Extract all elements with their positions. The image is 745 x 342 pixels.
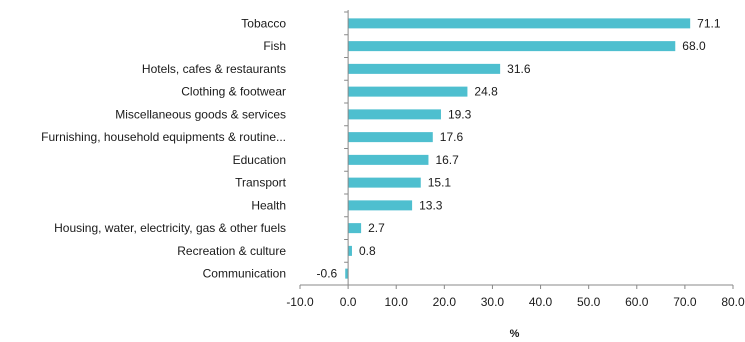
bar xyxy=(348,41,676,52)
bar xyxy=(345,268,349,279)
tick-labels-group: -10.0 0.0 10.0 20.0 30.0 40.0 50.0 60.0 70.0 80.0 xyxy=(286,295,745,309)
x-tick-label: 60.0 xyxy=(625,295,649,309)
category-label: Furnishing, household equipments & routi… xyxy=(41,130,286,144)
category-label: Tobacco xyxy=(241,16,286,30)
x-tick-label: 70.0 xyxy=(673,295,697,309)
bars-group xyxy=(345,18,691,279)
x-tick-label: 80.0 xyxy=(721,295,745,309)
category-label: Housing, water, electricity, gas & other… xyxy=(54,221,286,235)
category-label: Fish xyxy=(263,39,286,53)
x-tick-label: -10.0 xyxy=(286,295,314,309)
data-label: 15.1 xyxy=(428,176,452,190)
category-label: Clothing & footwear xyxy=(181,85,286,99)
category-label: Transport xyxy=(235,176,287,190)
category-label: Miscellaneous goods & services xyxy=(115,107,286,121)
category-label: Recreation & culture xyxy=(177,244,286,258)
data-label: 13.3 xyxy=(419,198,443,212)
x-tick-label: 0.0 xyxy=(340,295,357,309)
data-label: 71.1 xyxy=(697,16,721,30)
bar xyxy=(348,109,441,120)
bar xyxy=(348,86,468,97)
category-labels-group: Tobacco Fish Hotels, cafes & restaurants Cl… xyxy=(41,16,286,280)
category-label: Communication xyxy=(203,267,286,281)
x-tick-label: 20.0 xyxy=(433,295,457,309)
bar xyxy=(348,200,413,211)
data-label: 31.6 xyxy=(507,62,531,76)
x-tick-label: 10.0 xyxy=(385,295,409,309)
category-label: Health xyxy=(251,198,286,212)
x-tick-label: 40.0 xyxy=(529,295,553,309)
data-label: 24.8 xyxy=(474,85,498,99)
data-label: 0.8 xyxy=(359,244,376,258)
x-axis-title: % xyxy=(510,328,520,340)
bar xyxy=(348,63,501,74)
bar xyxy=(348,18,691,29)
data-label: 2.7 xyxy=(368,221,385,235)
data-label: 19.3 xyxy=(448,107,472,121)
category-label: Education xyxy=(233,153,286,167)
category-label: Hotels, cafes & restaurants xyxy=(142,62,286,76)
x-tick-label: 30.0 xyxy=(481,295,505,309)
axes-group xyxy=(299,10,734,289)
data-label: 17.6 xyxy=(440,130,464,144)
bar xyxy=(348,177,421,188)
bar xyxy=(348,132,433,143)
bar xyxy=(348,245,352,256)
data-label: 16.7 xyxy=(435,153,459,167)
bar xyxy=(348,223,362,234)
data-label: 68.0 xyxy=(682,39,706,53)
bar xyxy=(348,154,429,165)
data-label: -0.6 xyxy=(317,267,338,281)
value-labels-group: 71.1 68.0 31.6 24.819.3 17.6 16.7 15.1 13.3 2.7 0… xyxy=(317,16,721,280)
x-tick-label: 50.0 xyxy=(577,295,601,309)
